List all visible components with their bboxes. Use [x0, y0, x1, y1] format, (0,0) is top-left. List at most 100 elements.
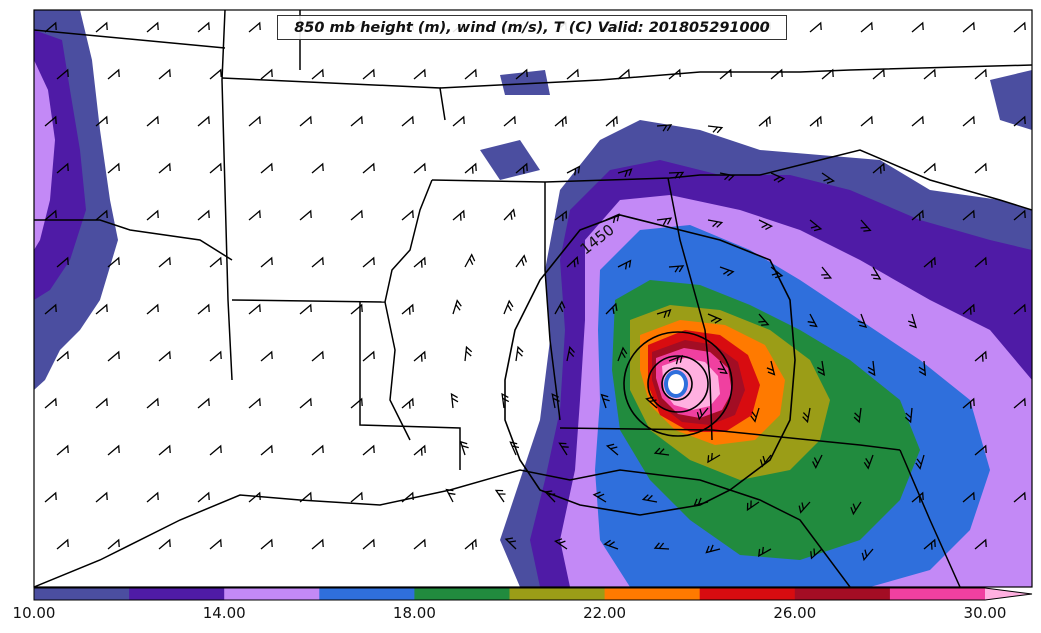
wind-barb — [209, 444, 222, 456]
wind-barb — [209, 162, 222, 174]
wind-barb — [758, 546, 772, 558]
wind-barb — [56, 68, 69, 80]
colorbar-segment — [604, 588, 701, 600]
wind-barb — [758, 219, 774, 230]
colorbar-segment — [509, 588, 606, 600]
wind-barb — [645, 396, 658, 409]
wind-barb — [464, 253, 476, 268]
wind-barb — [603, 539, 619, 550]
wind-barb — [974, 256, 987, 268]
wind-barb — [311, 68, 324, 80]
wind-barb — [197, 303, 210, 315]
wind-barb — [413, 68, 426, 80]
wind-barb — [1013, 21, 1026, 33]
wind-barb — [668, 171, 685, 179]
wind-barb — [299, 303, 312, 315]
wind-barb — [350, 397, 363, 409]
wind-barb — [95, 303, 108, 315]
wind-barb — [350, 209, 363, 221]
wind-barb — [617, 259, 632, 270]
wind-barb — [707, 219, 724, 228]
wind-barb — [617, 168, 633, 178]
wind-barb — [452, 115, 465, 127]
wind-barb — [362, 444, 375, 456]
wind-barb — [197, 21, 210, 33]
wind-barb — [44, 21, 57, 33]
wind-barb — [362, 538, 375, 550]
wind-barb — [401, 303, 414, 315]
wind-barb — [566, 345, 575, 362]
colorbar-tick-label: 22.00 — [583, 604, 627, 622]
wind-barb — [1013, 209, 1026, 221]
wind-barb — [656, 309, 672, 319]
colorbar-segment — [34, 588, 130, 600]
wind-barb — [107, 162, 120, 174]
wind-barb — [617, 346, 628, 362]
wind-barb — [503, 208, 516, 221]
wind-barb — [770, 172, 786, 183]
wind-barb — [872, 162, 885, 174]
colorbar-extension — [985, 588, 1032, 600]
wind-barb — [551, 393, 560, 409]
wind-barb — [248, 303, 261, 315]
wind-barb — [817, 360, 826, 376]
wind-barb — [299, 397, 312, 409]
wind-barb — [554, 210, 567, 222]
wind-barb — [56, 256, 69, 268]
wind-barb — [746, 500, 760, 512]
north-patch-2 — [500, 70, 550, 95]
wind-barb — [158, 162, 171, 174]
wind-barb — [653, 542, 670, 550]
wind-barb — [802, 407, 811, 424]
colorbar-tick-label: 30.00 — [963, 604, 1007, 622]
wind-barb — [605, 302, 618, 315]
wind-barb — [445, 488, 456, 503]
wind-barb — [923, 256, 936, 268]
wind-barb — [911, 209, 924, 221]
wind-barb — [592, 491, 607, 503]
wind-barb — [974, 162, 987, 174]
wind-barb — [860, 115, 873, 127]
wind-barb — [158, 256, 171, 268]
colorbar-segment — [699, 588, 796, 600]
wind-barb — [107, 256, 120, 268]
contour-1450 — [504, 214, 796, 516]
wind-barb — [668, 265, 685, 273]
wind-barb — [197, 209, 210, 221]
colorbar-segment — [319, 588, 415, 600]
wind-barb — [641, 494, 658, 503]
wind-barb — [464, 162, 477, 174]
wind-barb — [248, 491, 261, 503]
wind-barb — [821, 68, 834, 80]
north-patch — [480, 140, 540, 180]
wind-barb — [566, 68, 579, 80]
height-contours — [504, 214, 796, 516]
wind-barb — [95, 21, 108, 33]
wind-barb — [56, 444, 69, 456]
wind-barb — [146, 397, 159, 409]
wind-barb — [810, 548, 823, 560]
wind-barb — [750, 407, 760, 423]
wind-barb — [798, 501, 811, 514]
wind-barb — [705, 544, 721, 554]
wind-barb — [197, 397, 210, 409]
wind-barb — [504, 537, 517, 550]
wind-barb — [861, 548, 874, 562]
wind-barb — [146, 21, 159, 33]
colorbar — [33, 587, 1033, 601]
wind-barb — [209, 538, 222, 550]
wind-barb — [974, 444, 987, 456]
wind-barb — [158, 350, 171, 362]
wind-barb — [668, 68, 681, 80]
wind-barb — [413, 350, 426, 362]
wind-barb — [863, 454, 874, 470]
wind-barb — [1013, 397, 1026, 409]
wind-barb — [401, 115, 414, 127]
colorbar-segment — [889, 588, 986, 600]
wind-barb — [812, 454, 823, 470]
northeast-band — [990, 70, 1032, 130]
wind-barb — [911, 491, 924, 503]
wind-barbs — [44, 21, 1026, 562]
wind-barb — [260, 68, 273, 80]
wind-barb — [766, 360, 776, 376]
